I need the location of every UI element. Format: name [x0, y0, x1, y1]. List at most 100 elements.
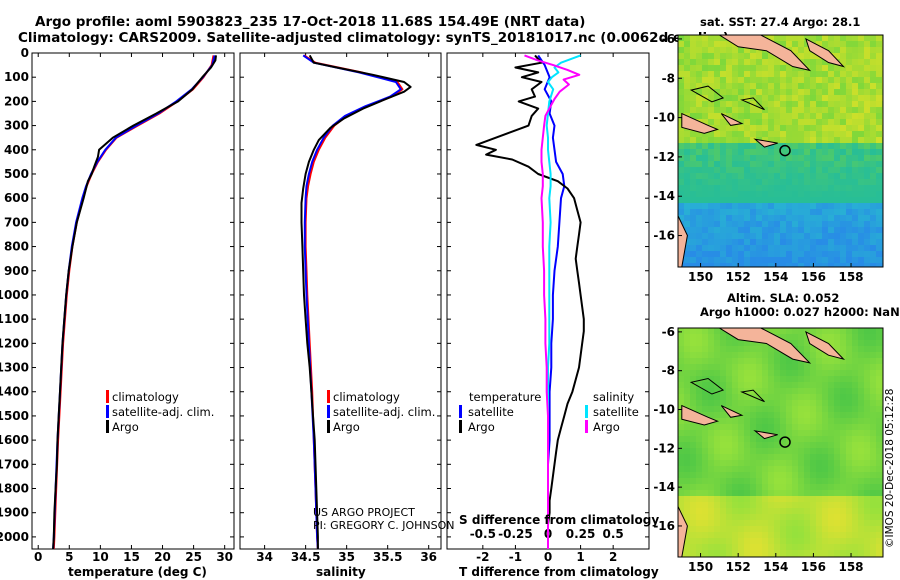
map-cell	[798, 197, 804, 203]
map-cell	[708, 340, 714, 346]
map-cell	[744, 454, 750, 460]
map-cell	[720, 77, 726, 83]
map-cell	[768, 77, 774, 83]
map-cell	[756, 239, 762, 245]
map-cell	[816, 424, 822, 430]
map-cell	[840, 77, 846, 83]
map-cell	[720, 436, 726, 442]
map-cell	[684, 251, 690, 257]
map-cell	[762, 502, 768, 508]
map-cell	[714, 454, 720, 460]
map-cell	[840, 251, 846, 257]
map-cell	[810, 544, 816, 550]
map-cell	[810, 257, 816, 263]
map-cell	[762, 245, 768, 251]
map-cell	[798, 119, 804, 125]
map-cell	[792, 191, 798, 197]
map-cell	[708, 448, 714, 454]
map-cell	[750, 538, 756, 544]
map-cell	[822, 83, 828, 89]
map-cell	[858, 436, 864, 442]
map-cell	[816, 454, 822, 460]
map-cell	[702, 107, 708, 113]
map-cell	[834, 179, 840, 185]
map-cell	[756, 83, 762, 89]
map-cell	[816, 239, 822, 245]
map-cell	[744, 442, 750, 448]
map-cell	[708, 95, 714, 101]
map-cell	[834, 137, 840, 143]
map-cell	[744, 550, 750, 556]
map-cell	[852, 400, 858, 406]
map-cell	[720, 83, 726, 89]
map-cell	[720, 394, 726, 400]
map-cell	[684, 400, 690, 406]
map-cell	[774, 400, 780, 406]
map-cell	[792, 101, 798, 107]
map-cell	[756, 191, 762, 197]
map-cell	[804, 257, 810, 263]
map-cell	[870, 185, 876, 191]
map-cell	[708, 83, 714, 89]
map-cell	[732, 466, 738, 472]
map-cell	[864, 77, 870, 83]
map-cell	[708, 532, 714, 538]
map-cell	[780, 448, 786, 454]
map-cell	[780, 514, 786, 520]
map-cell	[696, 514, 702, 520]
map-cell	[762, 412, 768, 418]
map-cell	[834, 334, 840, 340]
map-cell	[738, 239, 744, 245]
map-cell	[834, 197, 840, 203]
map-cell	[762, 370, 768, 376]
map-cell	[852, 179, 858, 185]
map-cell	[714, 203, 720, 209]
map-cell	[762, 227, 768, 233]
map-cell	[786, 484, 792, 490]
map-cell	[840, 107, 846, 113]
map-cell	[846, 125, 852, 131]
map-cell	[846, 412, 852, 418]
map-cell	[750, 251, 756, 257]
map-cell	[798, 496, 804, 502]
map-cell	[738, 520, 744, 526]
map-cell	[858, 370, 864, 376]
map-cell	[846, 406, 852, 412]
map-cell	[750, 376, 756, 382]
map-cell	[708, 490, 714, 496]
map-cell	[726, 376, 732, 382]
map-cell	[804, 251, 810, 257]
map-cell	[690, 400, 696, 406]
map-cell	[708, 496, 714, 502]
map-cell	[864, 466, 870, 472]
argo-float-marker	[779, 144, 791, 157]
map-cell	[750, 430, 756, 436]
map-cell	[786, 137, 792, 143]
map-cell	[708, 358, 714, 364]
map-cell	[690, 41, 696, 47]
map-cell	[816, 155, 822, 161]
map-cell	[804, 376, 810, 382]
map-cell	[828, 442, 834, 448]
map-cell	[828, 83, 834, 89]
map-cell	[774, 107, 780, 113]
map-cell	[708, 376, 714, 382]
map-cell	[858, 478, 864, 484]
map-cell	[678, 161, 684, 167]
map-cell	[696, 149, 702, 155]
map-cell	[702, 215, 708, 221]
map-cell	[822, 59, 828, 65]
map-cell	[708, 101, 714, 107]
land-mass	[720, 113, 744, 126]
map-cell	[810, 508, 816, 514]
map-cell	[804, 125, 810, 131]
map-cell	[810, 418, 816, 424]
map-cell	[828, 526, 834, 532]
map-cell	[828, 101, 834, 107]
map-cell	[870, 544, 876, 550]
map-cell	[738, 251, 744, 257]
map-cell	[684, 167, 690, 173]
map-cell	[750, 263, 756, 267]
map-cell	[858, 263, 864, 267]
lat-tick-label: -8	[662, 71, 675, 85]
